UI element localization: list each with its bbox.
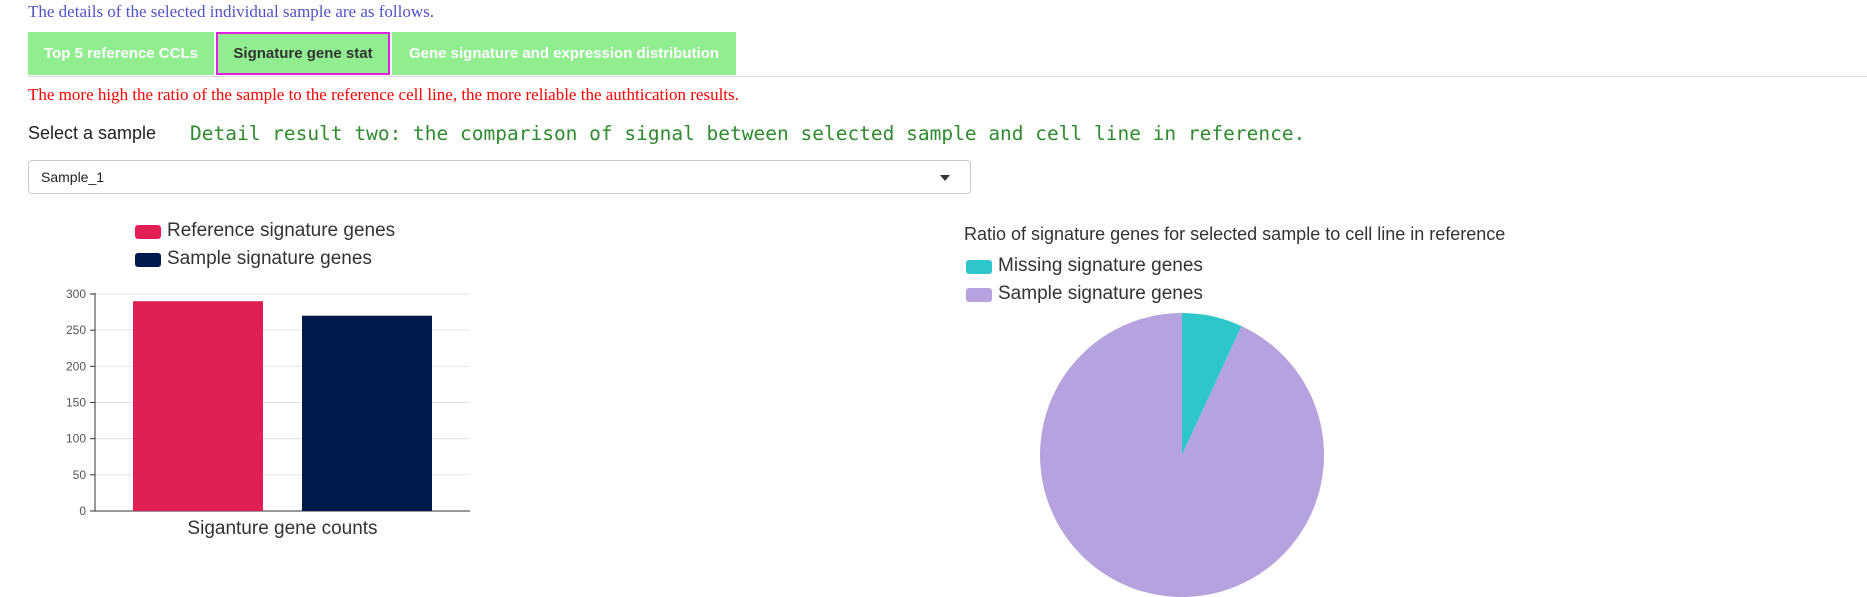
legend-label-sample: Sample signature genes xyxy=(167,248,372,269)
x-axis-label: Siganture gene counts xyxy=(187,518,377,539)
select-sample-label: Select a sample xyxy=(28,123,157,143)
tab-bar: Top 5 reference CCLs Signature gene stat… xyxy=(28,32,1867,77)
ytick-label-100: 100 xyxy=(66,432,86,446)
sample-select-value: Sample_1 xyxy=(41,169,105,185)
ytick-label-200: 200 xyxy=(66,359,86,373)
pie-slice-sample xyxy=(1040,313,1324,597)
ytick-label-0: 0 xyxy=(79,504,86,518)
warning-text: The more high the ratio of the sample to… xyxy=(28,85,739,104)
ytick-label-150: 150 xyxy=(66,396,86,410)
tab-gene-signature-expression[interactable]: Gene signature and expression distributi… xyxy=(392,32,736,75)
legend-swatch-missing xyxy=(966,260,992,274)
pie-chart-title: Ratio of signature genes for selected sa… xyxy=(964,224,1506,244)
legend-label-missing: Missing signature genes xyxy=(998,255,1203,276)
legend-label-pie-sample: Sample signature genes xyxy=(998,283,1203,304)
bar-sample xyxy=(302,315,432,511)
ytick-label-250: 250 xyxy=(66,323,86,337)
chevron-down-icon[interactable] xyxy=(940,175,950,181)
sample-select[interactable]: Sample_1 xyxy=(28,160,971,194)
legend-swatch-pie-sample xyxy=(966,288,992,302)
bar-reference xyxy=(133,301,263,511)
detail-title: Detail result two: the comparison of sig… xyxy=(190,122,1306,145)
tab-top5-reference-ccls[interactable]: Top 5 reference CCLs xyxy=(28,32,214,75)
legend-swatch-sample xyxy=(135,253,161,267)
ytick-label-50: 50 xyxy=(73,468,87,482)
tab-signature-gene-stat[interactable]: Signature gene stat xyxy=(216,32,390,75)
legend-swatch-reference xyxy=(135,225,161,239)
pie-slice-missing xyxy=(1182,313,1242,455)
ytick-label-300: 300 xyxy=(66,287,86,301)
legend-label-reference: Reference signature genes xyxy=(167,220,396,241)
intro-text: The details of the selected individual s… xyxy=(28,2,434,21)
